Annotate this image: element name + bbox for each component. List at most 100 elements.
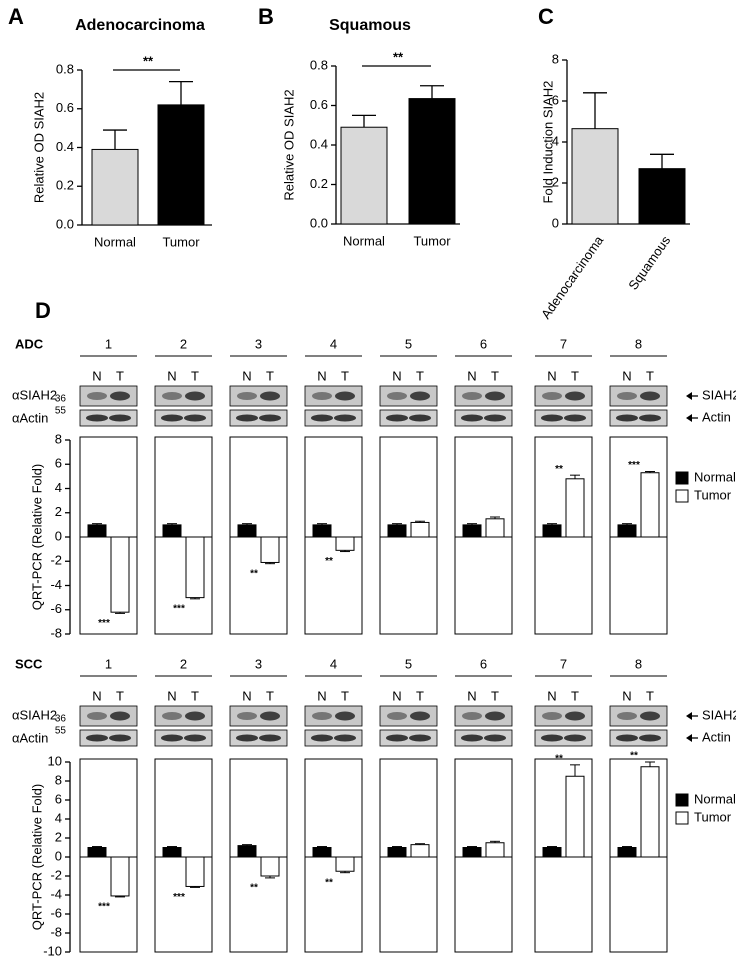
sample-label: 3 [255,336,262,351]
lane-label: T [491,368,499,383]
blot-band [86,414,108,422]
blot-band [110,711,130,721]
bar [410,844,430,858]
blot-band [565,711,585,721]
y-tick-label: 0.4 [310,136,328,151]
blot-band [484,734,506,742]
blot-band [162,392,182,400]
lane-label: T [571,368,579,383]
y-tick-label: 6 [552,92,559,107]
blot-band [236,414,258,422]
blot-band [334,734,356,742]
sample-label: 7 [560,656,567,671]
blot-actin [229,409,288,427]
y-tick-label: 0.6 [56,100,74,115]
error-bar [570,764,580,777]
blot-siah2 [304,385,363,407]
significance-label: ** [250,568,258,579]
plot-frame [534,758,593,953]
blot-band [237,392,257,400]
blot-band [410,391,430,401]
lane-label: T [571,688,579,703]
y-tick-label: 8 [55,772,62,787]
y-tick-label: 0.2 [56,178,74,193]
y-tick-label: 10 [48,753,62,768]
error-bar [92,846,102,848]
y-tick-label: -4 [50,886,62,901]
blot-band [236,734,258,742]
blot-siah2 [304,705,363,727]
blot-actin [79,409,138,427]
arrow-head [686,392,692,400]
lane-label: N [547,688,556,703]
plot-frame [304,758,363,953]
y-tick-label: 0.8 [310,57,328,72]
blot-siah2 [454,385,513,407]
error-bar [547,846,557,848]
plot-frame [534,436,593,635]
lane-label: T [341,688,349,703]
row-label: SCC [15,656,43,671]
error-bar [169,80,193,105]
lane-label: T [491,688,499,703]
blot-band [484,414,506,422]
bar [462,524,482,538]
legend-swatch [675,489,689,503]
legend-label: Normal [694,469,736,484]
x-tick-label: Normal [343,233,385,248]
blot-band [335,711,355,721]
blot-band [237,712,257,720]
blot-siah2 [534,385,593,407]
bar [110,856,130,897]
blot-band [87,712,107,720]
error-bar [645,471,655,473]
error-bar [340,550,350,553]
bar [542,847,562,858]
blot-siah2 [154,385,213,407]
y-axis-label: QRT-PCR (Relative Fold) [29,784,44,930]
blot-band [185,711,205,721]
y-tick-label: -2 [50,553,62,568]
bar [485,842,505,858]
x-tick-label: Tumor [162,234,200,249]
lane-label: T [191,368,199,383]
y-tick-label: 0 [55,848,62,863]
blot-label: αActin [12,410,48,425]
blot-band [260,711,280,721]
y-tick-label: 0.0 [56,216,74,231]
bar [640,766,660,858]
error-bar [190,886,200,888]
y-tick-label: -8 [50,924,62,939]
significance-label: ** [325,556,333,567]
blot-actin [454,409,513,427]
legend-label: Tumor [694,809,732,824]
blot-band [462,712,482,720]
band-label: Actin [702,409,731,424]
bar [91,148,139,226]
plot-frame [454,436,513,635]
row-label: ADC [15,336,44,351]
blot-band [335,391,355,401]
sample-label: 8 [635,656,642,671]
plot-frame [79,436,138,635]
blot-band [640,711,660,721]
lane-label: T [191,688,199,703]
band-label: Actin [702,729,731,744]
bar [340,126,388,225]
significance-label: ** [555,464,563,475]
blot-band [387,712,407,720]
error-bar [115,612,125,614]
blot-band [259,734,281,742]
blot-actin [79,729,138,747]
bar [462,847,482,858]
mw-marker: 55 [55,406,67,417]
sample-label: 2 [180,336,187,351]
error-bar [190,597,200,600]
y-tick-label: 6 [55,456,62,471]
y-tick-label: 4 [552,133,559,148]
lane-label: T [266,688,274,703]
bar [185,856,205,887]
error-bar [650,153,674,169]
blot-actin [534,409,593,427]
lane-label: T [416,688,424,703]
